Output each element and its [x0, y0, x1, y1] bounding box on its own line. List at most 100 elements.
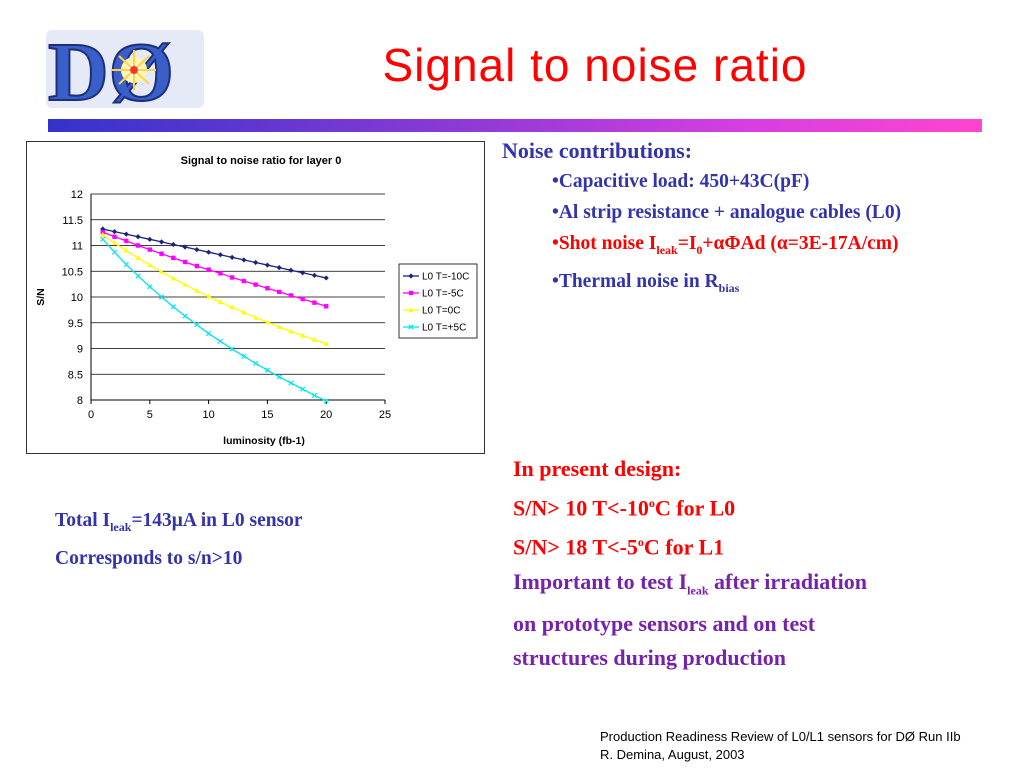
- design-line-4: Important to test Ileak after irradiatio…: [513, 565, 1013, 607]
- data-point: [123, 261, 129, 268]
- legend-label: L0 T=-10C: [422, 272, 469, 283]
- data-point: [147, 236, 153, 242]
- data-point: [135, 255, 141, 260]
- data-point: [205, 330, 212, 337]
- data-point: [135, 273, 141, 279]
- data-point: [147, 284, 153, 290]
- chart-x-label: luminosity (fb-1): [223, 435, 305, 447]
- chart-y-label: S/N: [35, 288, 47, 306]
- y-tick-label: 11: [72, 241, 83, 253]
- bullet: •: [552, 270, 559, 292]
- data-point: [312, 300, 317, 305]
- data-point: [264, 367, 271, 373]
- design-line-6: structures during production: [513, 645, 787, 671]
- data-point: [100, 236, 106, 242]
- chart-frame: Signal to noise ratio for layer 0 8 8.5 9 9…: [26, 141, 485, 454]
- data-point: [323, 398, 329, 404]
- chart-legend: L0 T=-10C L0 T=-5C L0 T=0C L0 T=+5C: [398, 263, 478, 339]
- footer-line-2: R. Demina, August, 2003: [600, 747, 745, 762]
- x-tick-label: 5: [147, 409, 153, 421]
- data-point: [217, 338, 223, 344]
- design-text: C for L1: [643, 534, 725, 560]
- data-point: [408, 324, 414, 330]
- data-point: [218, 271, 223, 276]
- design-line-2: S/N> 10 T<-10oC for L0: [513, 486, 1013, 525]
- data-point: [288, 328, 294, 334]
- x-tick-label: 15: [261, 409, 273, 421]
- data-point: [217, 299, 223, 305]
- y-tick-label: 9.5: [68, 318, 83, 330]
- data-point: [170, 275, 176, 281]
- y-tick-label: 12: [71, 189, 83, 201]
- noise-contributions: Noise contributions: • Capacitive load: 4…: [502, 138, 1022, 304]
- bullet: •: [552, 202, 559, 223]
- subscript: 0: [696, 242, 703, 257]
- chart-title: Signal to noise ratio for layer 0: [181, 155, 342, 167]
- data-point: [112, 234, 117, 239]
- noise-item-text: Al strip resistance + analogue cables (L…: [558, 202, 902, 223]
- data-point: [217, 252, 223, 258]
- data-point: [311, 336, 318, 342]
- data-point: [229, 304, 235, 310]
- total-line-2: Corresponds to s/n>10: [55, 547, 243, 569]
- data-point: [311, 392, 318, 398]
- data-point: [229, 254, 235, 260]
- data-point: [229, 346, 235, 352]
- bullet: •: [552, 233, 559, 254]
- data-point: [111, 228, 118, 235]
- x-tick-label: 25: [379, 409, 391, 421]
- subscript: leak: [656, 242, 678, 257]
- y-tick-label: 10.5: [62, 266, 83, 278]
- data-point: [241, 257, 247, 263]
- data-point: [253, 314, 259, 320]
- noise-item-al-strip: •Al strip resistance + analogue cables (…: [552, 197, 1022, 228]
- data-point: [147, 262, 153, 268]
- noise-item-thermal: •Thermal noise in Rbias: [552, 266, 1022, 304]
- series-3: [100, 231, 329, 346]
- x-tick-label: 10: [202, 409, 214, 421]
- data-point: [147, 247, 152, 252]
- chart-gridlines: [91, 193, 385, 401]
- data-point: [123, 247, 129, 253]
- series-line: [102, 234, 327, 345]
- data-point: [194, 263, 200, 269]
- data-point: [276, 374, 282, 380]
- legend-entry: L0 T=-5C: [403, 289, 464, 300]
- data-point: [276, 324, 282, 329]
- noise-heading: Noise contributions:: [502, 138, 693, 163]
- data-point: [323, 275, 329, 281]
- data-point: [288, 293, 294, 298]
- data-point: [182, 281, 188, 287]
- slide-footer: Production Readiness Review of L0/L1 sen…: [600, 728, 1020, 764]
- data-point: [276, 289, 282, 295]
- data-point: [171, 255, 176, 261]
- noise-list: •Capacitive load: 450+43C(pF) •Al strip …: [502, 166, 1022, 304]
- noise-item-shot: •Shot noise Ileak=I0+αΦAd (α=3E-17A/cm): [552, 228, 1022, 266]
- data-point: [194, 247, 200, 253]
- design-line-1: In present design:: [513, 456, 682, 481]
- data-point: [241, 309, 247, 315]
- series-4: [100, 236, 329, 404]
- footer-line-1: Production Readiness Review of L0/L1 sen…: [600, 729, 961, 744]
- data-point: [111, 240, 118, 245]
- y-tick-label: 11.5: [62, 215, 83, 227]
- design-text: C for L0: [654, 495, 736, 521]
- data-point: [206, 267, 211, 272]
- noise-item-text: Capacitive load: 450+43C(pF): [558, 171, 810, 192]
- series-line: [102, 238, 327, 402]
- data-point: [408, 307, 414, 312]
- data-point: [276, 265, 282, 271]
- data-point: [253, 259, 259, 266]
- data-point: [158, 239, 165, 245]
- noise-item-text: Thermal noise in R: [558, 270, 719, 292]
- legend-entry: L0 T=0C: [403, 306, 460, 317]
- data-point: [124, 238, 129, 244]
- data-point: [111, 249, 118, 255]
- data-point: [182, 313, 188, 319]
- series-2: [100, 229, 329, 309]
- noise-item-text: =I: [677, 233, 697, 254]
- noise-item-text: Shot noise I: [558, 233, 657, 254]
- data-point: [194, 322, 200, 328]
- data-point: [265, 286, 270, 291]
- legend-label: L0 T=-5C: [422, 289, 464, 300]
